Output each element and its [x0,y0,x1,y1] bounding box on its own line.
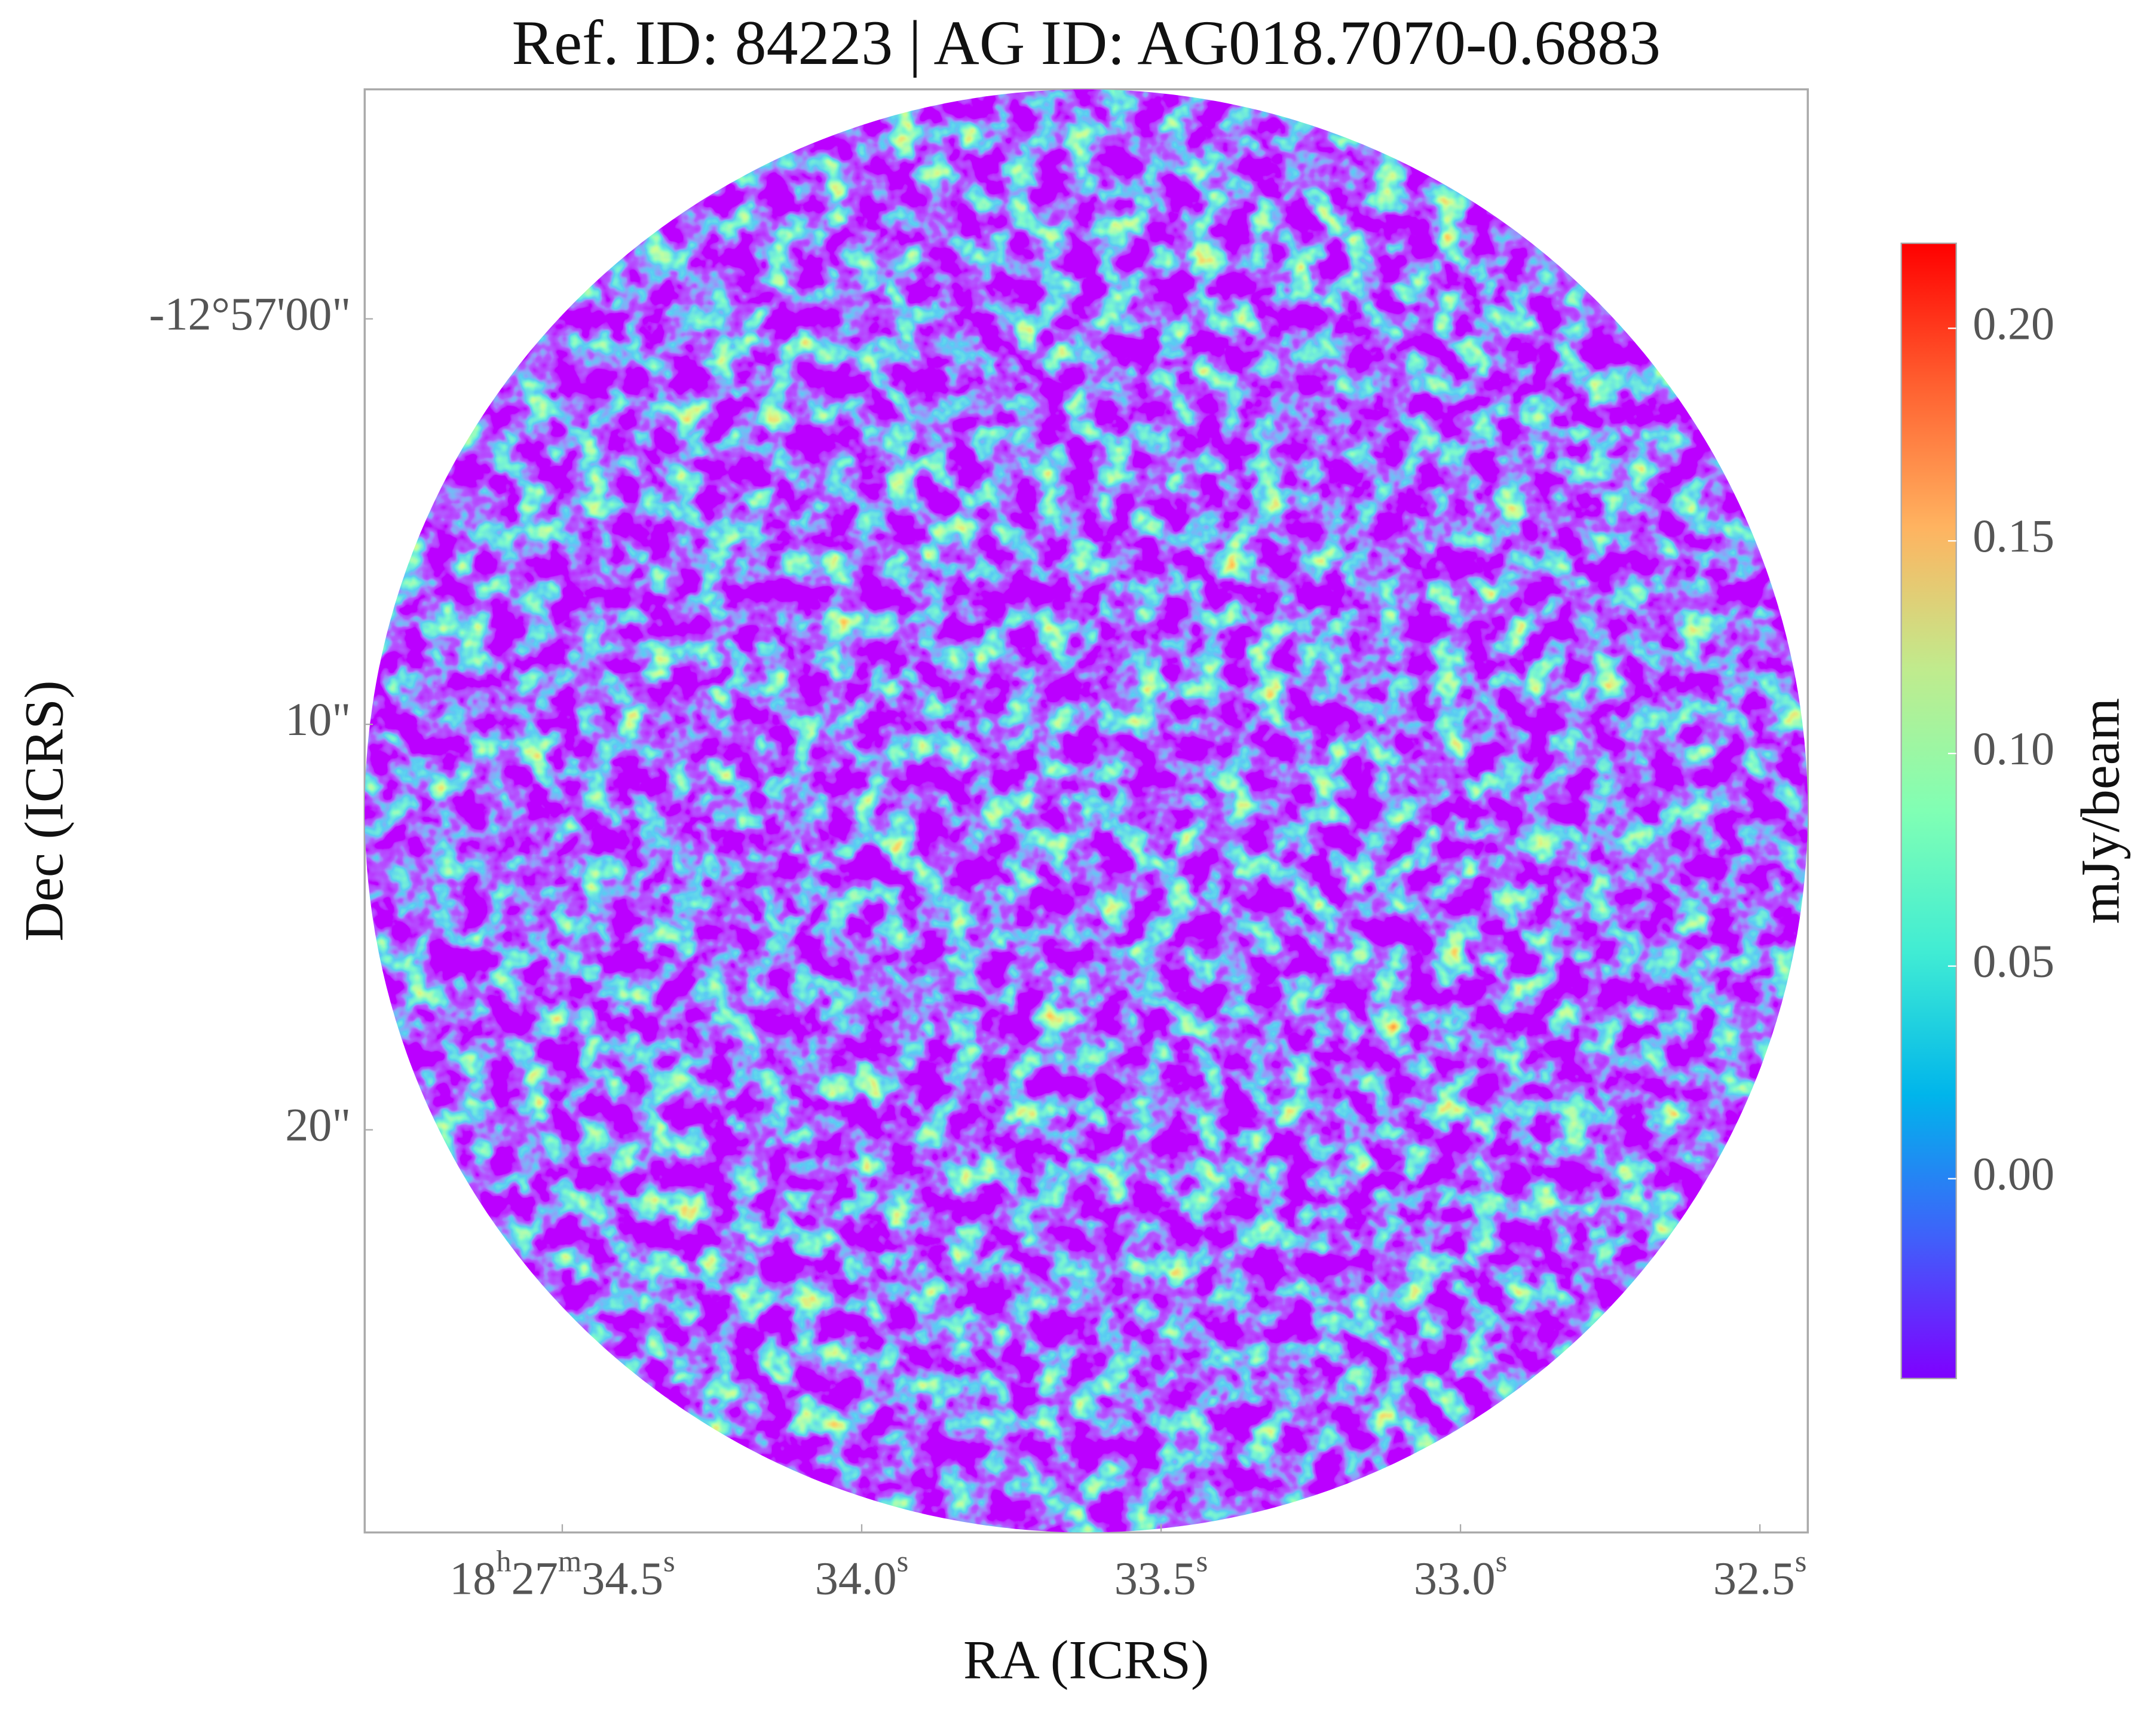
y-tick-label: -12°57'00" [149,288,351,340]
colorbar-tick-label: 0.10 [1973,722,2054,774]
x-tick-label: 32.5s [1713,1544,1807,1604]
y-tick-label: 20" [285,1099,351,1151]
chart-title: Ref. ID: 84223 | AG ID: AG018.7070-0.688… [512,8,1661,78]
x-axis-label: RA (ICRS) [963,1630,1209,1691]
colorbar-label: mJy/beam [2070,698,2131,924]
x-tick-label: 33.5s [1114,1544,1208,1604]
colorbar-tick-label: 0.15 [1973,510,2054,562]
x-tick-label: 33.0s [1414,1544,1508,1604]
y-tick-label: 10" [285,693,351,745]
image-noise [365,89,1808,1533]
image-field [365,89,1808,1533]
colorbar-tick-label: 0.20 [1973,297,2054,349]
x-tick-label: 34.0s [815,1544,909,1604]
y-axis-label: Dec (ICRS) [14,681,75,942]
colorbar-tick-label: 0.05 [1973,935,2054,987]
colorbar-tick-label: 0.00 [1973,1147,2054,1199]
x-tick-label: 18h27m34.5s [449,1544,675,1604]
colorbar [1900,242,1957,1380]
